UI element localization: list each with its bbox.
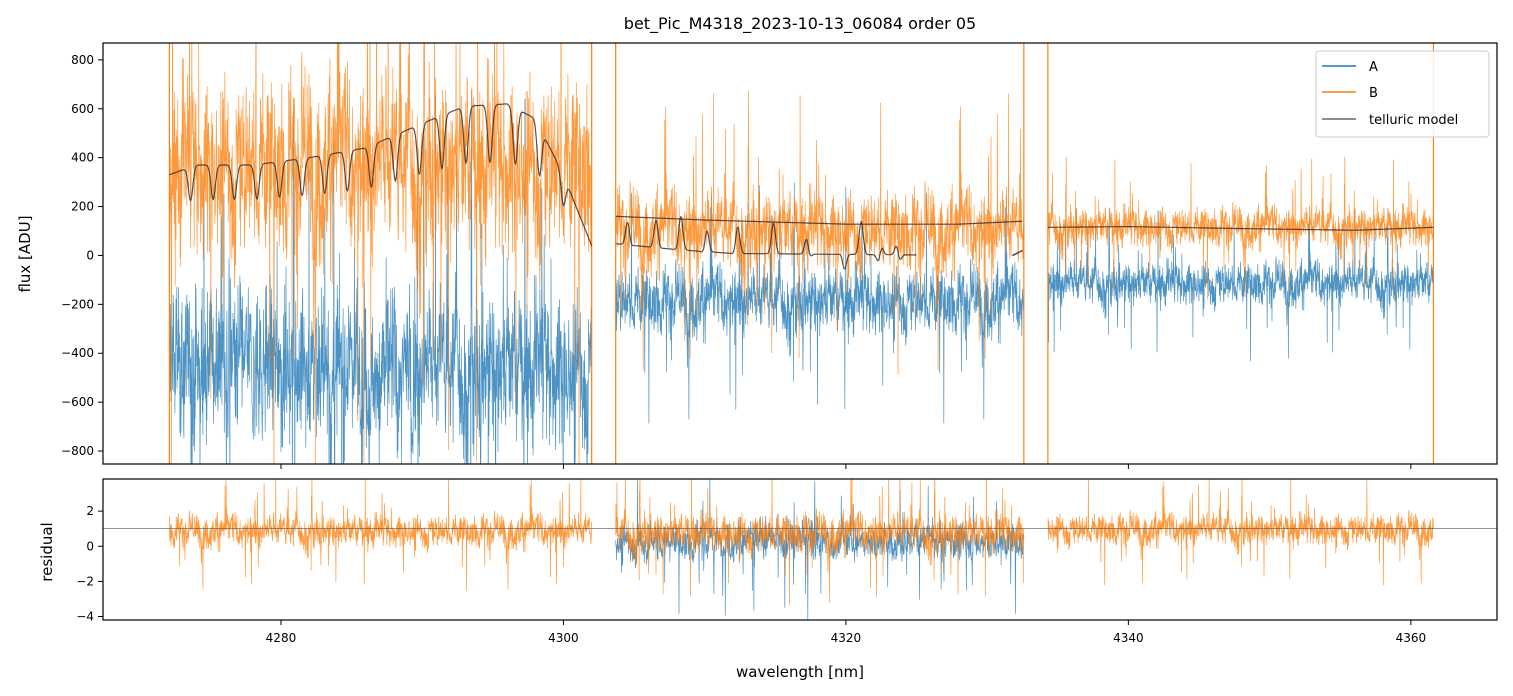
x-tick-label: 4280 <box>266 631 297 645</box>
legend-box <box>1315 50 1490 138</box>
y-tick-label: 200 <box>71 200 94 214</box>
y-tick-label: −400 <box>61 346 94 360</box>
telluric-model-segment-1 <box>615 215 1023 225</box>
y-tick-label: 0 <box>86 248 94 262</box>
legend-label-telluric: telluric model <box>1369 113 1458 128</box>
y-tick-label: 800 <box>71 53 94 67</box>
residual-b-segment-2 <box>1047 479 1434 586</box>
y-tick-label: 600 <box>71 102 94 116</box>
telluric-model-segment-2 <box>615 216 917 270</box>
residual-b-segment-1 <box>615 479 1025 605</box>
x-tick-label: 4340 <box>1113 631 1144 645</box>
y-tick-label: −800 <box>61 444 94 458</box>
y-axis-label: flux [ADU] <box>16 215 34 292</box>
chart-title: bet_Pic_M4318_2023-10-13_06084 order 05 <box>624 14 976 34</box>
telluric-model-segment-3 <box>1012 250 1023 256</box>
series-b-segment-2 <box>1047 156 1434 300</box>
residual-a-segment-1 <box>615 479 1025 620</box>
axes-ticks: 4280 4300 4320 4340 4360 −800 −600 −400 −200 0 200… <box>61 53 1426 645</box>
residual-y-tick-label: 0 <box>86 539 94 553</box>
legend: A B telluric model <box>1315 50 1490 138</box>
telluric-model-segment-4 <box>1047 226 1434 231</box>
residual-plot-data <box>103 479 1497 620</box>
series-b-segment-1 <box>615 90 1025 375</box>
legend-label-a: A <box>1369 60 1378 75</box>
y-tick-label: −600 <box>61 395 94 409</box>
x-axis-label: wavelength [nm] <box>736 663 864 681</box>
residual-y-tick-label: 2 <box>86 504 94 518</box>
telluric-model-segment-0 <box>169 103 593 246</box>
x-tick-label: 4320 <box>831 631 862 645</box>
residual-axis-label: residual <box>38 522 56 581</box>
top-plot-data <box>168 43 1435 464</box>
x-tick-label: 4360 <box>1396 631 1427 645</box>
y-tick-label: −200 <box>61 297 94 311</box>
series-a-segment-2 <box>1047 207 1434 362</box>
series-a-segment-1 <box>615 182 1025 424</box>
series-b-segment-0 <box>169 43 593 464</box>
legend-label-b: B <box>1369 86 1378 101</box>
series-a-segment-0 <box>169 88 593 464</box>
residual-b-segment-0 <box>169 479 593 592</box>
top-axes-frame <box>102 42 1498 465</box>
y-tick-label: 400 <box>71 151 94 165</box>
residual-y-tick-label: −4 <box>76 609 94 623</box>
x-tick-label: 4300 <box>548 631 579 645</box>
residual-y-tick-label: −2 <box>76 574 94 588</box>
residual-axes-frame <box>102 478 1498 621</box>
